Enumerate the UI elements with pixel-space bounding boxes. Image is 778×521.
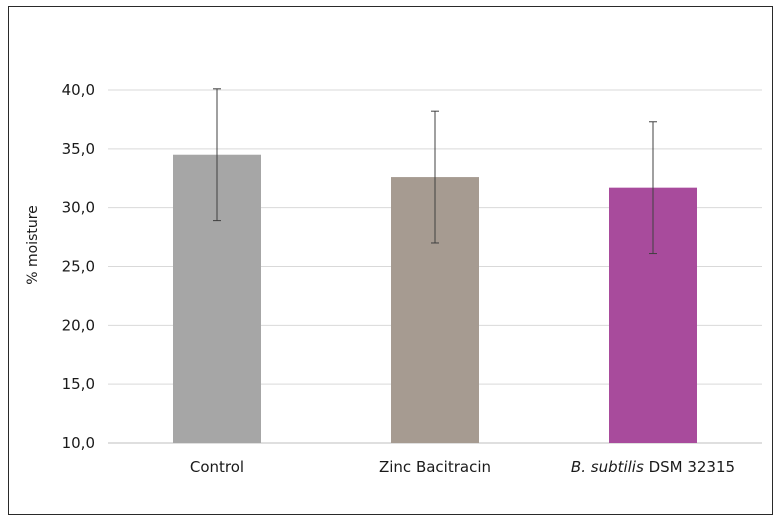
error-bar xyxy=(649,121,657,255)
error-bars xyxy=(213,88,657,255)
y-tick-label: 30,0 xyxy=(62,199,95,217)
error-bar xyxy=(213,88,221,222)
y-tick-label: 40,0 xyxy=(62,81,95,99)
y-tick-label: 15,0 xyxy=(62,375,95,393)
x-category-label: B. subtilis DSM 32315 xyxy=(571,458,735,476)
y-axis-label: % moisture xyxy=(25,205,41,285)
x-category-label: Zinc Bacitracin xyxy=(379,458,491,476)
y-tick-label: 25,0 xyxy=(62,258,95,276)
y-tick-label: 10,0 xyxy=(62,434,95,452)
y-tick-label: 20,0 xyxy=(62,316,95,334)
y-tick-label: 35,0 xyxy=(62,140,95,158)
x-category-label: Control xyxy=(190,458,244,476)
error-bar xyxy=(431,110,439,244)
y-axis-ticks: 10,0 15,0 20,0 25,0 30,0 35,0 40,0 xyxy=(62,81,95,452)
x-axis-categories: Control Zinc Bacitracin B. subtilis DSM 32… xyxy=(190,458,735,476)
